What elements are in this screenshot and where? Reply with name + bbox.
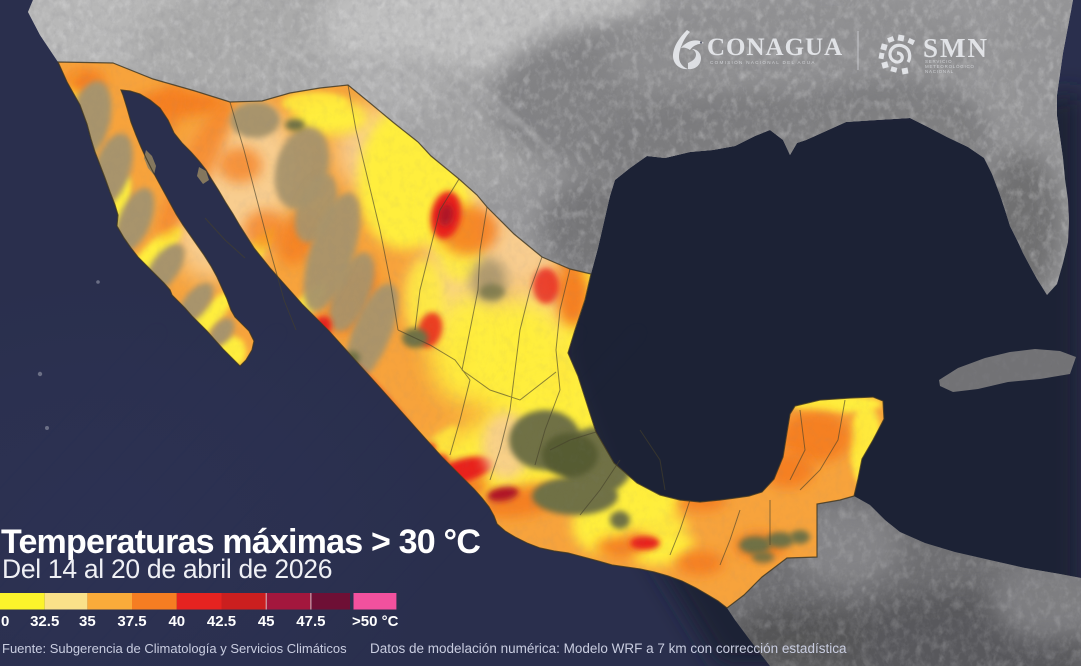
svg-text:SMN: SMN <box>923 33 989 63</box>
svg-text:Del 14 al 20 de abril de 2026: Del 14 al 20 de abril de 2026 <box>2 554 332 584</box>
svg-text:47.5: 47.5 <box>296 613 325 630</box>
svg-text:>50 °C: >50 °C <box>352 613 399 630</box>
svg-text:40: 40 <box>168 613 185 630</box>
svg-text:Fuente: Subgerencia de Climato: Fuente: Subgerencia de Climatología y Se… <box>2 641 347 656</box>
svg-text:NACIONAL: NACIONAL <box>925 69 954 74</box>
svg-text:35: 35 <box>79 613 96 630</box>
svg-text:45: 45 <box>258 613 275 630</box>
svg-text:Temperaturas máximas > 30 °C: Temperaturas máximas > 30 °C <box>1 523 480 561</box>
svg-text:0: 0 <box>1 613 9 630</box>
svg-text:Datos de modelación numérica:: Datos de modelación numérica: Modelo WRF… <box>370 641 847 656</box>
svg-text:32.5: 32.5 <box>30 613 59 630</box>
svg-text:37.5: 37.5 <box>117 613 146 630</box>
svg-text:METEOROLÓGICO: METEOROLÓGICO <box>925 64 975 69</box>
svg-text:COMISIÓN NACIONAL DEL AGUA: COMISIÓN NACIONAL DEL AGUA <box>710 59 816 65</box>
svg-text:SERVICIO: SERVICIO <box>925 59 952 64</box>
svg-text:CONAGUA: CONAGUA <box>707 34 843 61</box>
svg-text:42.5: 42.5 <box>207 613 236 630</box>
